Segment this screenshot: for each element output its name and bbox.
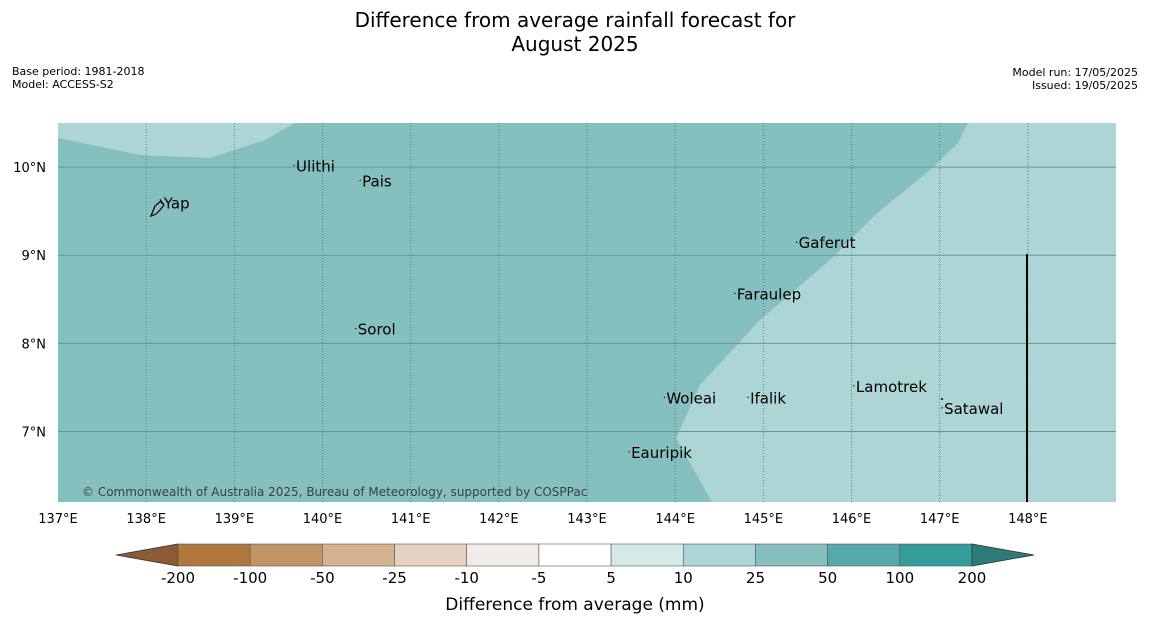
longitude-tick-label: 143°E [567,512,607,527]
graticule [58,123,1116,502]
place-label: Ifalik [750,389,786,407]
colorbar-tick-label: -50 [310,569,335,587]
longitude-tick-label: 147°E [920,512,960,527]
colorbar-segment [827,543,901,567]
map-title-line-2: August 2025 [511,32,639,56]
colorbar-segment [394,543,468,567]
island-dot [941,398,943,400]
place-marker [293,164,295,167]
place-label: Woleai [666,389,716,407]
latitude-tick-label: 7°N [22,425,47,440]
place-marker [355,327,357,330]
longitude-tick-label: 146°E [832,512,872,527]
metadata-right: Model run: 17/05/2025 Issued: 19/05/2025 [1012,66,1138,92]
place-label: Eauripik [631,444,692,462]
longitude-tick-labels: 137°E 138°E 139°E 140°E 141°E 142°E 143°E 144°E… [38,512,1047,527]
place-marker [663,396,666,398]
colorbar-tick-label: -5 [531,569,546,587]
colorbar-segment [610,543,684,567]
colorbar-segment [538,543,612,567]
colorbar-tick-label: 5 [606,569,616,587]
place-label: Lamotrek [856,378,927,396]
place-label: Pais [362,172,392,190]
colorbar-segment [249,543,323,567]
colorbar-legend: -200 -100 -50 -25 -10 -5 5 10 25 50 100 200 [115,543,1035,587]
longitude-tick-label: 138°E [126,512,166,527]
colorbar-extend-low [115,543,179,567]
colorbar-tick-label: 50 [818,569,837,587]
metadata-left: Base period: 1981-2018 Model: ACCESS-S2 [12,65,144,91]
longitude-tick-label: 137°E [38,512,78,527]
colorbar-tick-label: -100 [233,569,267,587]
base-period-text: Base period: 1981-2018 [12,65,145,78]
colorbar-segment [755,543,828,567]
colorbar-label: Difference from average (mm) [445,595,704,615]
place-label: Ulithi [296,157,335,175]
map-region-10-25-northwest [58,123,295,158]
place-marker [941,407,943,409]
longitude-tick-label: 148°E [1008,512,1048,527]
model-text: Model: ACCESS-S2 [12,78,114,91]
colorbar-segment [682,543,756,567]
colorbar-tick-label: -200 [161,569,195,587]
colorbar-segment [899,543,973,567]
place-label: Gaferut [799,234,856,252]
longitude-tick-label: 140°E [303,512,343,527]
latitude-tick-label: 8°N [22,337,47,352]
latitude-tick-labels: 10°N 9°N 8°N 7°N [13,161,46,440]
colorbar-tick-label: 200 [958,569,987,587]
colorbar-segment [322,543,395,567]
longitude-tick-label: 144°E [655,512,695,527]
place-marker [628,451,630,453]
place-marker [795,241,798,243]
place-marker [161,201,163,204]
place-marker [853,385,855,387]
copyright-credit: © Commonwealth of Australia 2025, Bureau… [82,485,587,499]
map-region-10-25-east [676,123,1116,502]
place-marker [734,292,736,294]
colorbar-extend-high [971,543,1035,567]
place-label: Satawal [944,400,1003,418]
latitude-tick-label: 10°N [13,161,46,176]
colorbar-tick-label: 10 [674,569,693,587]
colorbar-tick-label: 25 [746,569,765,587]
place-marker [359,179,361,182]
place-marker [747,396,749,398]
longitude-tick-label: 145°E [744,512,784,527]
place-labels: Yap Ulithi Pais Gaferut Faraulep Sorol Lamotre… [161,157,1003,462]
colorbar-segment [466,543,540,567]
colorbar-tick-label: -25 [382,569,407,587]
yap-island-outline [149,200,165,218]
issued-text: Issued: 19/05/2025 [1031,79,1138,92]
longitude-tick-label: 139°E [215,512,255,527]
model-run-text: Model run: 17/05/2025 [1012,66,1138,79]
map-title: Difference from average rainfall forecas… [0,8,1150,56]
longitude-tick-label: 142°E [479,512,519,527]
colorbar-tick-label: 100 [885,569,914,587]
place-label: Faraulep [737,285,801,303]
colorbar-tick-label: -10 [454,569,479,587]
map-title-line-1: Difference from average rainfall forecas… [354,8,796,32]
colorbar-segment [177,543,251,567]
place-label: Yap [163,194,190,212]
place-label: Sorol [358,321,396,339]
latitude-tick-label: 9°N [22,249,47,264]
longitude-tick-label: 141°E [391,512,431,527]
